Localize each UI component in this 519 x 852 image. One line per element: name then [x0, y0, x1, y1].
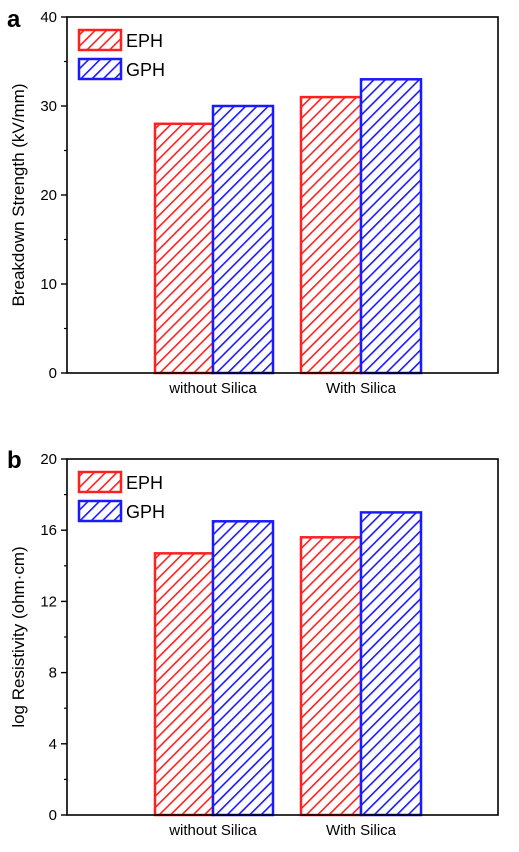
y-tick-label-b: 8 — [49, 665, 57, 682]
y-tick-label-a: 20 — [40, 187, 57, 204]
bar-b-eph-2 — [299, 536, 363, 817]
panel-label-b: b — [7, 447, 22, 474]
legend-swatch-b-eph — [77, 470, 123, 494]
x-tick-label-b-1: without Silica — [168, 822, 257, 839]
y-tick-label-b: 16 — [40, 522, 57, 539]
panel-b: 0 4 8 12 16 20 without Silica With Silica log Re… — [7, 447, 499, 839]
legend-swatch-b-gph — [77, 499, 123, 523]
y-tick-label-b: 4 — [49, 736, 57, 753]
legend-label-a-gph: GPH — [126, 60, 165, 80]
bar-a-gph-1 — [211, 104, 275, 375]
x-tick-label-a-2: With Silica — [326, 380, 397, 397]
bar-b-gph-1 — [211, 520, 275, 817]
x-tick-label-a-1: without Silica — [168, 380, 257, 397]
y-tick-label-b: 0 — [49, 807, 57, 824]
y-tick-label-b: 12 — [40, 593, 57, 610]
panel-a: 0 10 20 30 40 without Silica With Silica Breakd… — [7, 6, 499, 397]
legend-label-b-gph: GPH — [126, 502, 165, 522]
bar-b-eph-1 — [153, 552, 215, 817]
y-tick-label-a: 30 — [40, 98, 57, 115]
legend-label-b-eph: EPH — [126, 473, 163, 493]
bar-b-gph-2 — [359, 511, 423, 817]
y-tick-label-a: 40 — [40, 9, 57, 26]
legend-label-a-eph: EPH — [126, 31, 163, 51]
bar-a-eph-2 — [299, 95, 363, 375]
y-axis-label-b: log Resistivity (ohm·cm) — [9, 546, 28, 727]
panel-label-a: a — [7, 6, 21, 33]
legend-swatch-a-eph — [77, 28, 123, 52]
legend-swatch-a-gph — [77, 57, 123, 81]
x-tick-label-b-2: With Silica — [326, 822, 397, 839]
bar-a-eph-1 — [153, 122, 215, 375]
y-tick-label-a: 0 — [49, 365, 57, 382]
y-tick-label-b: 20 — [40, 451, 57, 468]
y-tick-label-a: 10 — [40, 276, 57, 293]
y-axis-label-a: Breakdown Strength (kV/mm) — [9, 84, 28, 307]
bar-a-gph-2 — [359, 78, 423, 375]
